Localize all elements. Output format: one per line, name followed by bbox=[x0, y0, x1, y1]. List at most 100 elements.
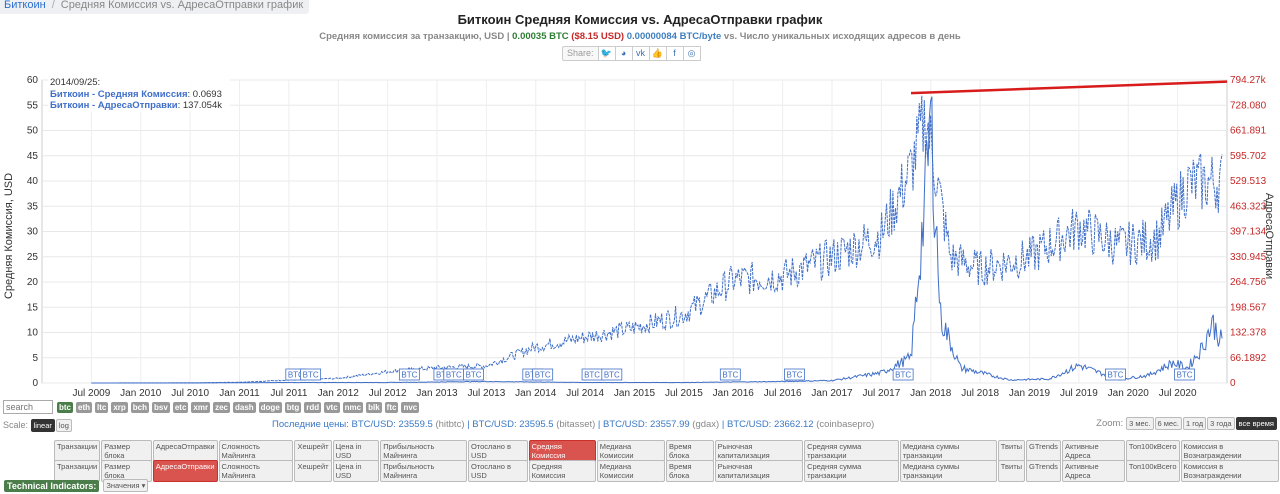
coin-chip-xmr[interactable]: xmr bbox=[191, 401, 211, 413]
subtitle-usd: ($8.15 USD) bbox=[571, 31, 625, 42]
zoom-1y-button[interactable]: 1 год bbox=[1182, 417, 1207, 430]
metric-button[interactable]: Сложность Майнинга bbox=[218, 440, 294, 462]
metric-button[interactable]: Медиана Комиссии bbox=[596, 460, 666, 482]
reddit-icon[interactable]: ◕ bbox=[615, 46, 633, 61]
vk-icon[interactable]: vk bbox=[632, 46, 650, 61]
event-marker[interactable] bbox=[601, 368, 623, 381]
coin-chip-nvc[interactable]: nvc bbox=[401, 401, 420, 413]
series-line-addresses[interactable] bbox=[91, 95, 1223, 384]
x-tick-label: Jan 2016 bbox=[713, 388, 755, 398]
metric-button[interactable]: Хешрейт bbox=[294, 440, 332, 462]
search-input[interactable] bbox=[3, 400, 53, 414]
metric-button[interactable]: Средняя сумма транзакции bbox=[804, 460, 899, 482]
zoom-3y-button[interactable]: 3 года bbox=[1207, 417, 1235, 430]
coin-chip-eth[interactable]: eth bbox=[76, 401, 92, 413]
event-marker[interactable] bbox=[719, 368, 741, 381]
metric-button[interactable]: Твиты bbox=[997, 460, 1026, 482]
breadcrumb-home-link[interactable]: Биткоин bbox=[4, 0, 46, 11]
x-tick-label: Jul 2019 bbox=[1060, 388, 1098, 398]
metric-button[interactable]: Хешрейт bbox=[294, 460, 332, 482]
indicators-dropdown[interactable]: Значения ▾ bbox=[103, 479, 149, 492]
price-pair[interactable]: BTC/USD: 23595.5 bbox=[472, 419, 554, 430]
metric-button[interactable]: Средняя Комиссия bbox=[528, 460, 596, 482]
coin-chip-btc[interactable]: btc bbox=[57, 401, 73, 413]
metric-button[interactable]: Средняя Комиссия bbox=[528, 440, 596, 462]
event-marker[interactable] bbox=[1105, 368, 1126, 381]
metric-button[interactable]: Комиссия в Вознаграждении bbox=[1180, 460, 1279, 482]
x-tick-label: Jan 2019 bbox=[1009, 388, 1051, 398]
event-marker[interactable] bbox=[784, 368, 805, 381]
coin-chip-btg[interactable]: btg bbox=[284, 401, 302, 413]
metric-button[interactable]: Размер блока bbox=[101, 440, 152, 462]
metric-button[interactable]: Средняя сумма транзакции bbox=[804, 440, 899, 462]
coin-chip-zec[interactable]: zec bbox=[213, 401, 230, 413]
metric-button[interactable]: Топ100кВсего bbox=[1125, 440, 1180, 462]
chart-grid bbox=[41, 79, 1228, 384]
zoom-3m-button[interactable]: 3 мес. bbox=[1126, 417, 1154, 430]
series-line-fee[interactable] bbox=[91, 96, 1223, 384]
scale-log-button[interactable]: log bbox=[55, 419, 72, 432]
coin-chip-xrp[interactable]: xrp bbox=[111, 401, 128, 413]
metric-button[interactable]: Сложность Майнинга bbox=[218, 460, 294, 482]
zoom-6m-button[interactable]: 6 мес. bbox=[1154, 417, 1182, 430]
event-marker[interactable] bbox=[1174, 368, 1195, 381]
metric-button[interactable]: Время блока bbox=[666, 440, 714, 462]
coin-chip-doge[interactable]: doge bbox=[258, 401, 282, 413]
metric-button[interactable]: Медиана суммы транзакции bbox=[899, 440, 997, 462]
weibo-icon[interactable]: ◎ bbox=[683, 46, 701, 61]
coin-chip-vtc[interactable]: vtc bbox=[324, 401, 340, 413]
metric-button[interactable]: Транзакции bbox=[54, 440, 101, 462]
metric-button[interactable]: АдресаОтправки bbox=[152, 440, 218, 462]
metric-button[interactable]: Твиты bbox=[997, 440, 1026, 462]
event-marker[interactable] bbox=[892, 368, 914, 381]
y-axis: 0 5 10 15 20 25 30 35 40 45 50 55 60 bbox=[27, 75, 39, 389]
event-marker[interactable] bbox=[300, 368, 322, 381]
chart[interactable]: 0 5 10 15 20 25 30 35 40 45 50 55 60 0 66.1892 132.378… bbox=[0, 68, 1280, 398]
price-pair[interactable]: BTC/USD: 23662.12 bbox=[726, 419, 814, 430]
twitter-icon[interactable]: 🐦 bbox=[598, 46, 616, 61]
metric-button[interactable]: GTrends bbox=[1026, 460, 1061, 482]
event-marker[interactable] bbox=[398, 368, 420, 381]
coin-chip-blk[interactable]: blk bbox=[366, 401, 382, 413]
tooltip-s1-label: Биткоин - Средняя Комиссия bbox=[50, 89, 188, 100]
coin-chip-ltc[interactable]: ltc bbox=[95, 401, 109, 413]
metric-button[interactable]: Цена in USD bbox=[332, 460, 380, 482]
zoom-all-button[interactable]: все время bbox=[1235, 417, 1277, 430]
coin-chip-bsv[interactable]: bsv bbox=[152, 401, 170, 413]
metric-button[interactable]: Рыночная капитализация bbox=[714, 440, 804, 462]
event-marker[interactable] bbox=[532, 368, 554, 381]
metric-button[interactable]: Цена in USD bbox=[332, 440, 380, 462]
metric-button[interactable]: Медиана Комиссии bbox=[596, 440, 666, 462]
coin-chip-dash[interactable]: dash bbox=[232, 401, 256, 413]
price-pair[interactable]: BTC/USD: 23559.5 bbox=[351, 419, 433, 430]
facebook-icon[interactable]: f bbox=[666, 46, 684, 61]
event-marker[interactable] bbox=[463, 368, 484, 381]
coin-chip-nmc[interactable]: nmc bbox=[342, 401, 364, 413]
coin-chip-rdd[interactable]: rdd bbox=[304, 401, 322, 413]
metric-button[interactable]: GTrends bbox=[1026, 440, 1061, 462]
y-axis-label: Средняя Комиссия, USD bbox=[3, 173, 15, 299]
price-pair[interactable]: BTC/USD: 23557.99 bbox=[603, 419, 690, 430]
scale-linear-button[interactable]: linear bbox=[30, 419, 55, 432]
metric-button[interactable]: Комиссия в Вознаграждении bbox=[1180, 440, 1279, 462]
like-icon[interactable]: 👍 bbox=[649, 46, 667, 61]
metric-button[interactable]: Время блока bbox=[666, 460, 714, 482]
y-tick-label: 45 bbox=[27, 151, 39, 162]
metric-button[interactable]: Топ100кВсего bbox=[1125, 460, 1180, 482]
price-source: (gdax) bbox=[692, 419, 720, 430]
metric-button[interactable]: Прибыльность Майнинга bbox=[380, 460, 467, 482]
metric-button[interactable]: Активные Адреса bbox=[1061, 460, 1125, 482]
metric-button[interactable]: Медиана суммы транзакции bbox=[899, 460, 997, 482]
metric-button[interactable]: Прибыльность Майнинга bbox=[380, 440, 467, 462]
metric-button[interactable]: Размер блока bbox=[101, 460, 152, 482]
metric-button[interactable]: АдресаОтправки bbox=[152, 460, 218, 482]
coin-chip-bch[interactable]: bch bbox=[130, 401, 150, 413]
x-tick-label: Jul 2013 bbox=[467, 388, 505, 398]
x-tick-label: Jul 2014 bbox=[566, 388, 604, 398]
metric-button[interactable]: Рыночная капитализация bbox=[714, 460, 804, 482]
metric-button[interactable]: Отослано в USD bbox=[467, 460, 528, 482]
coin-chip-etc[interactable]: etc bbox=[172, 401, 189, 413]
metric-button[interactable]: Активные Адреса bbox=[1061, 440, 1125, 462]
coin-chip-ftc[interactable]: ftc bbox=[384, 401, 399, 413]
metric-button[interactable]: Отослано в USD bbox=[467, 440, 528, 462]
